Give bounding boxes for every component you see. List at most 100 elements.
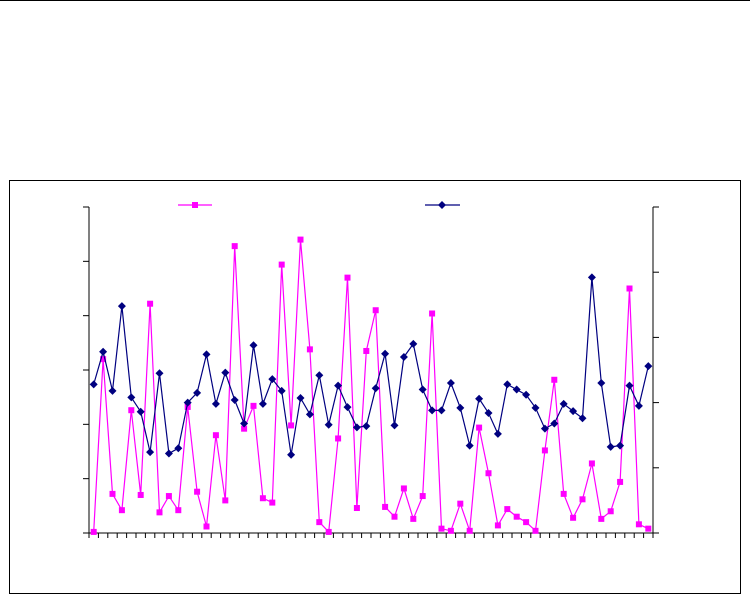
data-point: [297, 236, 304, 243]
legend-marker-pink: [192, 202, 198, 208]
data-point: [532, 527, 539, 534]
data-point: [269, 499, 276, 506]
data-point: [513, 513, 520, 520]
data-point: [324, 420, 333, 429]
data-point: [550, 419, 559, 428]
data-point: [475, 394, 484, 403]
data-point: [137, 491, 144, 498]
data-point: [325, 528, 332, 535]
data-point: [551, 376, 558, 383]
data-point: [241, 425, 248, 432]
data-point: [109, 490, 116, 497]
data-point: [597, 379, 606, 388]
data-point: [108, 386, 117, 395]
data-point: [222, 497, 229, 504]
series-line-left: [93, 239, 649, 534]
data-point: [175, 507, 182, 514]
data-point: [118, 507, 125, 514]
data-point: [541, 447, 548, 454]
data-point: [391, 513, 398, 520]
data-point: [438, 525, 445, 532]
data-point: [183, 398, 192, 407]
data-point: [315, 371, 324, 380]
data-point: [156, 509, 163, 516]
data-point: [625, 381, 634, 390]
data-point: [570, 514, 577, 521]
data-point: [99, 347, 108, 356]
data-point: [598, 515, 605, 522]
data-point: [400, 485, 407, 492]
data-point: [343, 403, 352, 412]
data-point: [334, 381, 343, 390]
data-point: [194, 488, 201, 495]
data-point: [578, 414, 587, 423]
data-point: [335, 435, 342, 442]
data-point: [644, 362, 653, 371]
data-point: [136, 407, 145, 416]
data-point: [278, 261, 285, 268]
data-point: [288, 422, 295, 429]
data-point: [146, 448, 155, 457]
data-point: [579, 496, 586, 503]
data-point: [465, 441, 474, 450]
series-line-right: [93, 277, 649, 455]
data-point: [606, 442, 615, 451]
data-point: [164, 449, 173, 458]
data-point: [202, 350, 211, 359]
data-point: [371, 384, 380, 393]
data-point: [560, 490, 567, 497]
data-point: [230, 395, 239, 404]
data-point: [212, 432, 219, 439]
data-point: [540, 424, 549, 433]
line-chart: [83, 201, 659, 538]
data-point: [399, 352, 408, 361]
data-point: [429, 310, 436, 317]
data-point: [221, 368, 230, 377]
data-point: [90, 528, 97, 535]
data-point: [372, 307, 379, 314]
data-point: [306, 346, 313, 353]
data-point: [100, 356, 107, 363]
data-point: [231, 243, 238, 250]
data-point: [363, 347, 370, 354]
data-point: [484, 409, 493, 418]
data-point: [494, 522, 501, 529]
data-point: [428, 406, 437, 415]
data-point: [569, 407, 578, 416]
data-point: [645, 525, 652, 532]
data-point: [418, 385, 427, 394]
data-point: [503, 380, 512, 389]
data-point: [193, 388, 202, 397]
data-point: [466, 527, 473, 534]
data-point: [127, 393, 136, 402]
data-point: [504, 506, 511, 513]
data-point: [362, 422, 371, 431]
data-point: [344, 274, 351, 281]
data-point: [316, 519, 323, 526]
data-point: [259, 495, 266, 502]
data-point: [174, 444, 183, 453]
data-point: [258, 399, 267, 408]
data-point: [211, 399, 220, 408]
data-point: [607, 508, 614, 515]
data-point: [456, 403, 465, 412]
data-point: [410, 515, 417, 522]
data-point: [296, 394, 305, 403]
data-point: [89, 380, 98, 389]
data-point: [522, 390, 531, 399]
data-point: [523, 519, 530, 526]
data-point: [117, 302, 126, 311]
data-point: [155, 369, 164, 378]
data-point: [587, 273, 596, 282]
top-rule: [0, 0, 750, 1]
data-point: [476, 424, 483, 431]
data-point: [485, 470, 492, 477]
data-point: [409, 339, 418, 348]
data-point: [635, 521, 642, 528]
data-point: [128, 407, 135, 414]
data-point: [446, 379, 455, 388]
data-point: [390, 421, 399, 430]
data-point: [493, 429, 502, 438]
data-point: [447, 527, 454, 534]
data-point: [381, 349, 390, 358]
